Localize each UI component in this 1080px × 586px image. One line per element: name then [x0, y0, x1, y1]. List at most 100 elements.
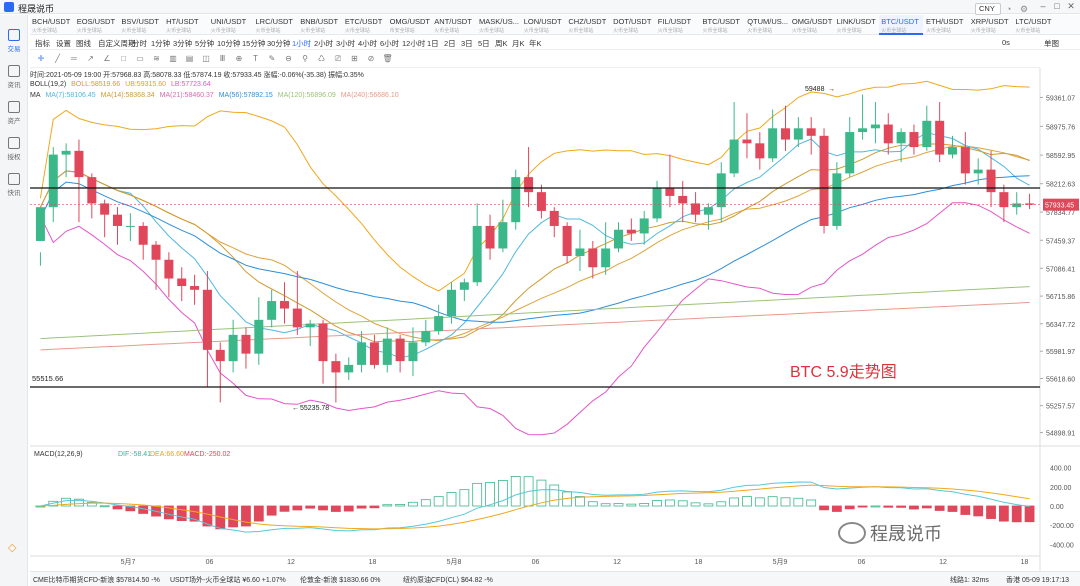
eraser-icon[interactable]: ⊘ — [367, 54, 375, 63]
candle[interactable] — [318, 323, 328, 362]
toolbar-item[interactable]: 3日 — [461, 39, 473, 48]
sidebar-item[interactable]: 授权 — [0, 133, 28, 165]
candle[interactable] — [678, 195, 688, 204]
sidebar-item[interactable]: 资讯 — [0, 61, 28, 93]
channel-icon[interactable]: ▭ — [136, 54, 144, 63]
candle[interactable] — [922, 120, 932, 148]
candle[interactable] — [703, 207, 713, 215]
ticker-item[interactable]: USDT场外-火币全球站 ¥6.60 +1.07% — [170, 577, 286, 584]
layout-select[interactable]: 单图 — [1044, 39, 1059, 48]
symbol-tab[interactable]: BTC/USDT 火币全球站 — [701, 15, 745, 35]
toolbar-item[interactable]: 10分钟 — [217, 39, 241, 48]
candle[interactable] — [1012, 203, 1022, 208]
candle[interactable] — [935, 120, 945, 155]
candle[interactable] — [896, 132, 906, 144]
symbol-tab[interactable]: OMG/USDT 火币全球站 — [790, 15, 834, 35]
symbol-tab[interactable]: ETH/USDT 火币全球站 — [924, 15, 968, 35]
candle[interactable] — [344, 364, 354, 373]
symbol-tab[interactable]: ETC/USDT 火币全球站 — [343, 15, 387, 35]
symbol-tab[interactable]: FIL/USDT 火币全球站 — [656, 15, 700, 35]
toolbar-item[interactable]: 年K — [529, 39, 542, 48]
symbol-tab[interactable]: LRC/USDT 火币全球站 — [254, 15, 298, 35]
text-icon[interactable]: T — [253, 54, 258, 63]
toolbar-item[interactable]: 4小时 — [358, 39, 378, 48]
candle[interactable] — [254, 319, 264, 354]
symbol-tab[interactable]: LON/USDT 火币全球站 — [522, 15, 566, 35]
toolbar-item[interactable]: 1日 — [427, 39, 439, 48]
candle[interactable] — [395, 338, 405, 362]
candle[interactable] — [125, 225, 135, 227]
candle[interactable] — [768, 128, 778, 159]
toolbar-item[interactable]: 3小时 — [336, 39, 356, 48]
candle[interactable] — [524, 177, 534, 193]
lock-icon[interactable]: ♺ — [317, 54, 326, 63]
candle[interactable] — [575, 248, 585, 256]
candle[interactable] — [35, 207, 45, 241]
symbol-tab[interactable]: ANT/USDT 火币全球站 — [432, 15, 476, 35]
fib-icon[interactable]: ≋ — [153, 54, 160, 63]
toolbar-item[interactable]: 3分钟 — [173, 39, 193, 48]
settings-icon[interactable]: ⚙ — [1020, 4, 1029, 14]
candle[interactable] — [755, 143, 765, 159]
candle[interactable] — [870, 124, 880, 129]
candle[interactable] — [1025, 203, 1035, 205]
candle[interactable] — [742, 139, 752, 144]
candle[interactable] — [331, 361, 341, 373]
symbol-tab[interactable]: BCH/USDT 火币全球站 — [30, 15, 74, 35]
toolbar-item[interactable]: 5日 — [478, 39, 490, 48]
sidebar-item[interactable]: 资产 — [0, 97, 28, 129]
ticker-item[interactable]: CME比特币期货CFD-新浪 $57814.50 -% — [33, 577, 160, 584]
ray-icon[interactable]: ↗ — [87, 54, 94, 63]
candle[interactable] — [511, 177, 521, 223]
candle[interactable] — [832, 173, 842, 226]
candle[interactable] — [74, 150, 84, 178]
candle[interactable] — [100, 203, 110, 215]
symbol-tab[interactable]: LTC/USDT 火币全球站 — [1013, 15, 1057, 35]
candle[interactable] — [819, 135, 829, 226]
candle[interactable] — [177, 278, 187, 287]
toolbar-item[interactable]: 5分钟 — [195, 39, 215, 48]
candle[interactable] — [806, 128, 816, 136]
magnet-icon[interactable]: ⚲ — [302, 54, 308, 63]
hline-icon[interactable]: ═ — [71, 54, 77, 63]
candle[interactable] — [61, 150, 71, 155]
trendline-icon[interactable]: ╱ — [55, 54, 60, 63]
candle[interactable] — [729, 139, 739, 174]
toolbar-item[interactable]: 周K — [495, 39, 508, 48]
toolbar-item[interactable]: 30分钟 — [267, 39, 291, 48]
candle[interactable] — [87, 177, 97, 204]
angle-icon[interactable]: ∠ — [103, 54, 111, 63]
toolbar-item[interactable]: 图线 — [76, 39, 91, 48]
candle[interactable] — [858, 128, 868, 133]
bell-icon[interactable]: ◔ — [1006, 4, 1012, 14]
candle[interactable] — [601, 248, 611, 268]
candle[interactable] — [960, 147, 970, 174]
symbol-tab[interactable]: BNB/USDT 火币全球站 — [298, 15, 342, 35]
candle[interactable] — [190, 286, 200, 290]
toolbar-item[interactable]: 自定义周期 — [98, 39, 136, 48]
candle[interactable] — [202, 289, 212, 350]
toolbar-item[interactable]: 12小时 — [402, 39, 426, 48]
candle[interactable] — [562, 225, 572, 256]
candle[interactable] — [626, 229, 636, 234]
currency-select[interactable]: CNY — [975, 3, 1001, 15]
symbol-tab[interactable]: HT/USDT 火币全球站 — [164, 15, 208, 35]
box-icon[interactable]: ◫ — [202, 54, 210, 63]
minimize-icon[interactable]: – — [1040, 1, 1046, 11]
toolbar-item[interactable]: 2小时 — [314, 39, 334, 48]
maximize-icon[interactable]: □ — [1054, 1, 1060, 11]
candle[interactable] — [434, 316, 444, 332]
candle[interactable] — [48, 154, 58, 208]
candle[interactable] — [973, 169, 983, 174]
pitchfork-icon[interactable]: Ⅲ — [219, 54, 226, 63]
candle[interactable] — [781, 128, 790, 140]
symbol-tab[interactable]: EOS/USDT 火币全球站 — [75, 15, 119, 35]
candle[interactable] — [357, 342, 367, 365]
candle[interactable] — [793, 128, 803, 140]
close-icon[interactable]: ✕ — [1067, 1, 1075, 11]
candle[interactable] — [588, 248, 598, 268]
symbol-tab[interactable]: LINK/USDT 火币全球站 — [835, 15, 879, 35]
candle[interactable] — [305, 323, 315, 328]
candle[interactable] — [691, 203, 701, 215]
